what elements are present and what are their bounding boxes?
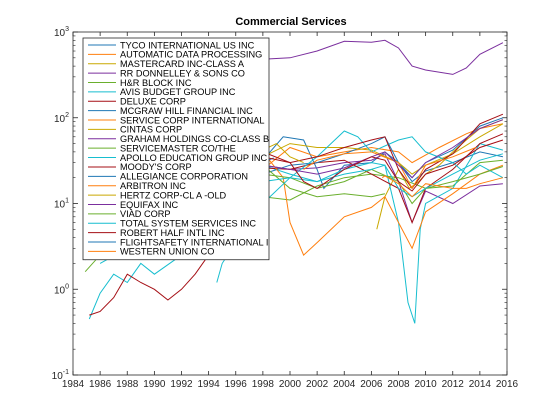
y-tick-label: 103 — [54, 26, 69, 39]
y-tick-base: 10 — [54, 200, 66, 211]
legend-label: H&R BLOCK INC — [120, 78, 192, 88]
series-line-23 — [381, 175, 504, 198]
y-tick-base: 10 — [52, 371, 64, 382]
chart-title: Commercial Services — [235, 16, 346, 28]
x-tick-label: 2016 — [496, 379, 519, 390]
axes: 1984 1986 1988 1990 1992 1994 1996 1998 2000 2002… — [52, 26, 519, 390]
y-tick-exponent: 0 — [65, 283, 69, 290]
legend-label: GRAHAM HOLDINGS CO-CLASS B — [120, 134, 269, 144]
legend-label: MASTERCARD INC-CLASS A — [120, 59, 245, 69]
legend-label: HERTZ CORP-CL A -OLD — [120, 190, 227, 200]
legend-label: ARBITRON INC — [120, 181, 186, 191]
x-tick-label: 1994 — [198, 379, 221, 390]
y-tick-exponent: 2 — [65, 112, 69, 119]
legend-label: WESTERN UNION CO — [120, 247, 214, 257]
x-tick-label: 1998 — [252, 379, 275, 390]
legend-label: AVIS BUDGET GROUP INC — [120, 87, 236, 97]
series-line-16 — [303, 147, 476, 190]
y-tick-label: 102 — [54, 112, 69, 125]
y-tick-exponent: 3 — [65, 26, 69, 33]
y-tick-exponent: -1 — [63, 369, 69, 376]
plot-frame — [72, 31, 508, 376]
y-tick-label: 100 — [54, 283, 69, 296]
x-tick-label: 2002 — [306, 379, 329, 390]
legend-label: VIAD CORP — [120, 209, 171, 219]
legend-label: FLIGHTSAFETY INTERNATIONAL I — [120, 237, 268, 247]
legend-label: AUTOMATIC DATA PROCESSING — [120, 50, 262, 60]
legend-label: SERVICEMASTER CO/THE — [120, 143, 236, 153]
legend-label: CINTAS CORP — [120, 125, 182, 135]
legend-label: APOLLO EDUCATION GROUP INC — [120, 153, 268, 163]
x-tick-label: 2004 — [333, 379, 356, 390]
x-tick-label: 2000 — [279, 379, 302, 390]
legend-label: EQUIFAX INC — [120, 200, 179, 210]
x-tick-label: 1986 — [89, 379, 112, 390]
x-tick-label: 1988 — [116, 379, 139, 390]
y-tick-base: 10 — [54, 28, 66, 39]
x-tick-label: 1996 — [225, 379, 248, 390]
y-tick-base: 10 — [54, 114, 66, 125]
x-tick-label: 2008 — [387, 379, 410, 390]
x-tick-label: 1990 — [143, 379, 166, 390]
legend-label: TYCO INTERNATIONAL US INC — [120, 40, 255, 50]
legend-label: SERVICE CORP INTERNATIONAL — [120, 115, 264, 125]
x-tick-label: 2010 — [415, 379, 438, 390]
legend-label: MOODY'S CORP — [120, 162, 192, 172]
y-tick-label: 101 — [54, 198, 69, 211]
y-tick-base: 10 — [54, 285, 66, 296]
x-tick-label: 1984 — [62, 379, 85, 390]
legend-label: ROBERT HALF INTL INC — [120, 228, 225, 238]
legend-label: TOTAL SYSTEM SERVICES INC — [120, 219, 256, 229]
x-tick-label: 1992 — [170, 379, 193, 390]
legend-label: MCGRAW HILL FINANCIAL INC — [120, 106, 253, 116]
y-tick-exponent: 1 — [65, 198, 69, 205]
x-tick-label: 2012 — [442, 379, 465, 390]
legend-label: DELUXE CORP — [120, 97, 186, 107]
x-tick-label: 2006 — [360, 379, 383, 390]
y-tick-label: 10-1 — [52, 369, 69, 382]
legend-label: RR DONNELLEY & SONS CO — [120, 68, 245, 78]
x-tick-label: 2014 — [469, 379, 492, 390]
legend-label: ALLEGIANCE CORPORATION — [120, 172, 248, 182]
